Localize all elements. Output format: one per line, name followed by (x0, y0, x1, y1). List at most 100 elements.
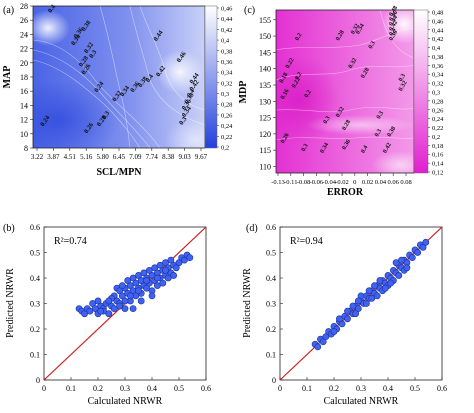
panel-c-colorbar-label: 0,16 (432, 152, 444, 159)
panel-c-colorbar-label: 0,42 (432, 36, 443, 43)
panel-c-ytick-label: 130 (259, 97, 271, 106)
panel-c-contour: 0.480.460.440.420.40.360.320.340.280.30.… (238, 5, 444, 198)
panel-b-xtick-label: 0.1 (66, 384, 76, 393)
panel-d-point (371, 282, 378, 290)
panel-b-point (143, 277, 150, 284)
panel-c-contour-label: 0.22 (284, 57, 295, 70)
panel-d-xtick-label: 0.2 (329, 384, 339, 393)
panel-c-colorbar-label: 0,38 (432, 54, 443, 61)
panel-d-ytick-label: 0.6 (266, 223, 276, 232)
panel-d-ylabel: Predicted NRWR (242, 268, 253, 338)
panel-c-contour-label: 0.32 (349, 23, 360, 36)
panel-a-xtick-label: 9.67 (195, 153, 208, 161)
panel-c-colorbar-label: 0,36 (432, 63, 444, 70)
panel-a-ytick-label: 16 (20, 87, 28, 96)
panel-d-point (314, 343, 322, 351)
panel-a-colorbar-label: 0,28 (221, 102, 232, 109)
panel-b-point (118, 282, 126, 290)
panel-b-point (110, 305, 118, 312)
panel-c-xtick-label: 0.04 (375, 179, 387, 186)
panel-b-point (126, 292, 134, 300)
panel-d-point (362, 300, 370, 307)
panel-a-contour-label: 0.4 (186, 87, 197, 98)
panel-d-point (381, 284, 389, 292)
panel-c-contour-label: 0.28 (334, 29, 345, 42)
panel-c-xtick-label: -0.02 (335, 179, 349, 186)
panel-a-xtick-label: 3.22 (31, 153, 44, 161)
panel-a-colorbar-label: 0,32 (221, 80, 232, 87)
panel-c-contour-label: 0.26 (279, 132, 290, 145)
panel-c-colorbar-label: 0,46 (432, 18, 444, 25)
panel-c-hotspot-bottomright (372, 151, 414, 173)
panel-a-ytick-label: 28 (20, 2, 28, 11)
panel-a-contour-label: 0.3 (101, 109, 112, 120)
panel-b-point (159, 279, 167, 287)
panel-c-colorbar-label: 0,44 (432, 27, 444, 34)
panel-a-ytick-label: 26 (20, 16, 28, 25)
panel-b-ytick-label: 0.3 (30, 300, 40, 309)
panel-a-xlabel: SCL/MPN (97, 167, 143, 178)
panel-d-ytick-label: 0.2 (266, 325, 276, 334)
panel-d-point (330, 328, 338, 335)
panel-a-contour-label: 0.4 (47, 3, 58, 14)
panel-c-ytick-label: 135 (259, 81, 271, 90)
panel-a-xtick-label: 5.80 (96, 153, 109, 161)
panel-a-xtick-label: 3.87 (47, 153, 60, 161)
panel-c-contour-label: 0.18 (278, 71, 289, 84)
panel-c-contour-label: 0.36 (388, 29, 399, 42)
panel-d-point (392, 259, 400, 267)
panel-a-xtick-label: 7.09 (129, 153, 142, 161)
panel-c-xtick-label: 0 (353, 179, 356, 186)
panel-c-colorbar (413, 9, 429, 174)
panel-a-contour: 0.40.380.360.340.320.30.280.260.440.460.… (2, 2, 233, 178)
panel-c-contour-label: 0.32 (347, 57, 358, 70)
panel-c-contour-label: 0.3 (322, 115, 332, 125)
panel-c-contour-label: 0.36 (341, 138, 352, 151)
panel-c-contour-label: 0.46 (388, 10, 399, 23)
panel-c-xtick-label: -0.06 (310, 179, 324, 186)
panel-d-point (344, 315, 351, 323)
panel-c-contour-label: 0.3 (397, 73, 407, 83)
panel-c-xtick-label: 0.08 (400, 179, 411, 186)
panel-c-xtick-label: -0.13 (271, 179, 285, 186)
panel-d-xtick-label: 0.6 (437, 384, 447, 393)
panel-b-point (153, 274, 161, 282)
panel-c-ytick-label: 115 (259, 146, 271, 155)
panel-b-point (105, 297, 113, 305)
panel-b-xtick-label: 0.2 (93, 384, 103, 393)
panel-b-ytick-label: 0.2 (30, 325, 40, 334)
panel-c-xlabel: ERROR (327, 187, 364, 198)
panel-c-contour-label: 0.34 (319, 142, 330, 155)
panel-c-contour-label: 0.42 (381, 142, 392, 155)
panel-a-ylabel: MAP (2, 66, 13, 89)
panel-c-contour-label: 0.48 (388, 5, 399, 18)
panel-c-colorbar-label: 0,34 (432, 72, 444, 79)
panel-c-xtick-label: -0.11 (284, 179, 297, 186)
panel-c-contour-label: 0.28 (341, 119, 352, 132)
panel-c-contour-label: 0.44 (388, 14, 399, 27)
panel-c-xtick-label: -0.04 (322, 179, 336, 186)
panel-a-colorbar-label: 0,24 (221, 123, 233, 130)
panel-b-ytick-label: 0.1 (30, 351, 40, 360)
panel-a-colorbar-label: 0,2 (221, 145, 229, 152)
panel-label-d: (d) (246, 223, 258, 234)
panel-d-ytick-label: 0.3 (266, 300, 276, 309)
panel-d-point (395, 272, 403, 279)
panel-a-coldzone (33, 80, 120, 148)
panel-a-colorbar-label: 0,38 (221, 48, 232, 55)
panel-a-xtick-label: 5.16 (80, 153, 93, 161)
panel-d-ytick-label: 0 (272, 376, 276, 385)
panel-c-ytick-label: 110 (259, 162, 271, 171)
panel-d-xtick-label: 0 (278, 384, 282, 393)
panel-a-colorbar-label: 0,4 (221, 38, 230, 45)
panel-c-contour-label: 0.42 (388, 19, 399, 32)
panel-c-contour-label: 0.4 (359, 144, 369, 154)
panel-c-contour-label: 0.4 (388, 27, 398, 37)
panel-c-contour-label: 0.32 (397, 80, 408, 93)
panel-d-point (422, 238, 430, 246)
panel-c-xtick-label: -0.08 (297, 179, 311, 186)
panel-d-scatter: 0 0.1 0.2 0.3 0.4 0.5 0.6 00.10.20.30.40.50.6 … (242, 223, 447, 407)
panel-c-contour-label: 0.16 (279, 88, 290, 101)
panel-c-colorbar-label: 0,48 (432, 10, 443, 17)
panel-d-point (335, 315, 343, 323)
